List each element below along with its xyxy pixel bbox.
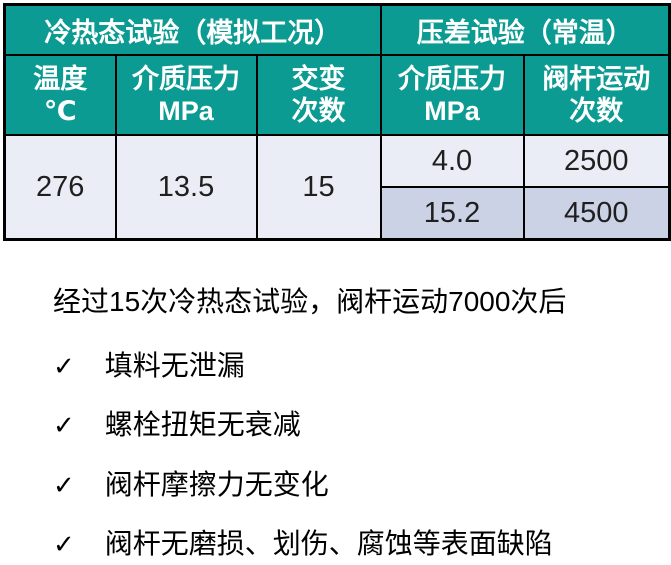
- checklist-item: ✓ 阀杆摩擦力无变化: [53, 468, 671, 502]
- group-header-row: 冷热态试验（模拟工况） 压差试验（常温）: [3, 3, 671, 56]
- group-header-pressure-test: 压差试验（常温）: [379, 3, 671, 56]
- cell-medium-pressure: 13.5: [114, 134, 258, 241]
- col-header-cycles: 交变 次数: [255, 54, 382, 136]
- col-header-medium-pressure-unit: MPa: [158, 96, 214, 126]
- check-icon: ✓: [53, 410, 75, 441]
- checklist-item-label: 阀杆摩擦力无变化: [104, 468, 329, 500]
- cell-diff-pressure-2: 15.2: [379, 186, 525, 241]
- col-header-diff-pressure: 介质压力 MPa: [379, 54, 525, 136]
- cell-temperature: 276: [3, 134, 117, 241]
- checklist-item: ✓ 填料无泄漏: [53, 349, 671, 383]
- checklist-item: ✓ 阀杆无磨损、划伤、腐蚀等表面缺陷: [53, 527, 671, 561]
- checklist-item: ✓ 螺栓扭矩无衰减: [53, 408, 671, 442]
- check-icon: ✓: [53, 350, 75, 381]
- cell-cycles: 15: [255, 134, 382, 241]
- checklist: ✓ 填料无泄漏 ✓ 螺栓扭矩无衰减 ✓ 阀杆摩擦力无变化 ✓ 阀杆无磨损、划伤、…: [53, 349, 671, 561]
- col-header-temperature-unit: ℃: [43, 96, 77, 126]
- col-header-temperature-line1: 温度: [33, 63, 88, 94]
- data-row-2: 15.2 4500: [5, 186, 671, 241]
- cell-diff-pressure-1: 4.0: [379, 134, 525, 188]
- data-row-1: 276 13.5 15 4.0 2500: [3, 134, 671, 241]
- check-icon: ✓: [53, 529, 75, 560]
- group-header-thermal-test: 冷热态试验（模拟工况）: [3, 3, 382, 56]
- col-header-temperature: 温度 ℃: [3, 54, 117, 136]
- col-header-cycles-line2: 次数: [291, 96, 346, 126]
- summary-section: 经过15次冷热态试验，阀杆运动7000次后 ✓ 填料无泄漏 ✓ 螺栓扭矩无衰减 …: [53, 285, 671, 561]
- summary-intro: 经过15次冷热态试验，阀杆运动7000次后: [53, 286, 567, 317]
- cell-stem-moves-1: 2500: [522, 134, 671, 188]
- checklist-item-label: 螺栓扭矩无衰减: [104, 409, 301, 441]
- column-header-row: 温度 ℃ 介质压力 MPa 交变 次数 介质压力 MPa 阀杆运动 次数: [3, 54, 671, 136]
- col-header-cycles-line1: 交变: [291, 63, 346, 94]
- cell-stem-moves-2: 4500: [522, 186, 671, 241]
- col-header-stem-moves-line1: 阀杆运动: [542, 63, 651, 94]
- col-header-diff-pressure-unit: MPa: [424, 96, 480, 126]
- col-header-diff-pressure-line1: 介质压力: [398, 63, 507, 94]
- checklist-item-label: 阀杆无磨损、划伤、腐蚀等表面缺陷: [104, 528, 553, 560]
- check-icon: ✓: [53, 469, 75, 500]
- col-header-stem-moves-line2: 次数: [569, 96, 624, 126]
- checklist-item-label: 填料无泄漏: [104, 349, 245, 381]
- col-header-stem-moves: 阀杆运动 次数: [522, 54, 671, 136]
- col-header-medium-pressure: 介质压力 MPa: [114, 54, 258, 136]
- col-header-medium-pressure-line1: 介质压力: [132, 63, 240, 94]
- test-results-table: 冷热态试验（模拟工况） 压差试验（常温） 温度 ℃ 介质压力 MPa 交变 次数…: [3, 3, 671, 241]
